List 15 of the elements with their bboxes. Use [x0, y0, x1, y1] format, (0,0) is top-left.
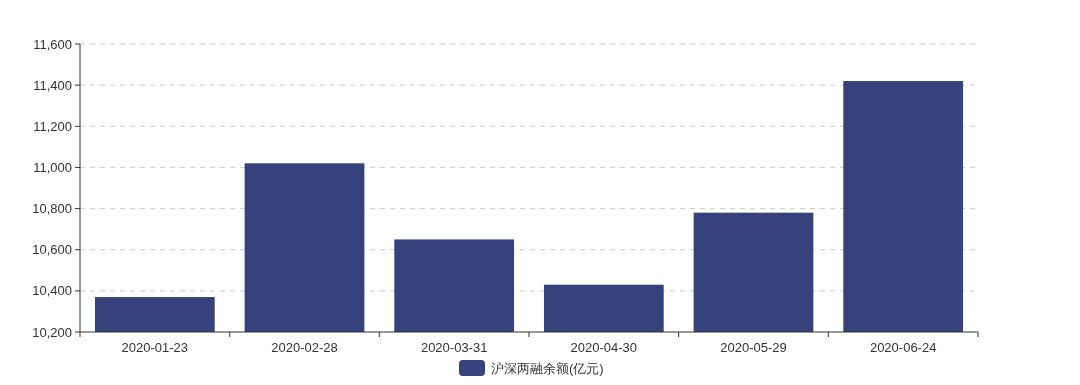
x-tick-label: 2020-04-30	[570, 340, 638, 355]
y-tick-label: 10,400	[32, 283, 72, 299]
y-tick-label: 10,600	[32, 242, 72, 258]
y-tick-label: 11,400	[33, 77, 72, 93]
y-tick-label: 10,800	[32, 201, 72, 217]
y-tick-label: 11,600	[33, 36, 72, 52]
y-tick-label: 10,200	[32, 324, 72, 340]
x-tick-label: 2020-02-28	[271, 340, 338, 355]
x-tick-label: 2020-06-24	[869, 340, 937, 355]
legend-label: 沪深两融余额(亿元)	[491, 360, 604, 376]
y-tick-label: 11,000	[33, 159, 72, 175]
y-tick-label: 11,200	[33, 118, 72, 134]
x-tick-label: 2020-01-23	[121, 340, 189, 355]
x-tick-label: 2020-05-29	[720, 340, 787, 355]
x-tick-label: 2020-03-31	[420, 340, 488, 355]
